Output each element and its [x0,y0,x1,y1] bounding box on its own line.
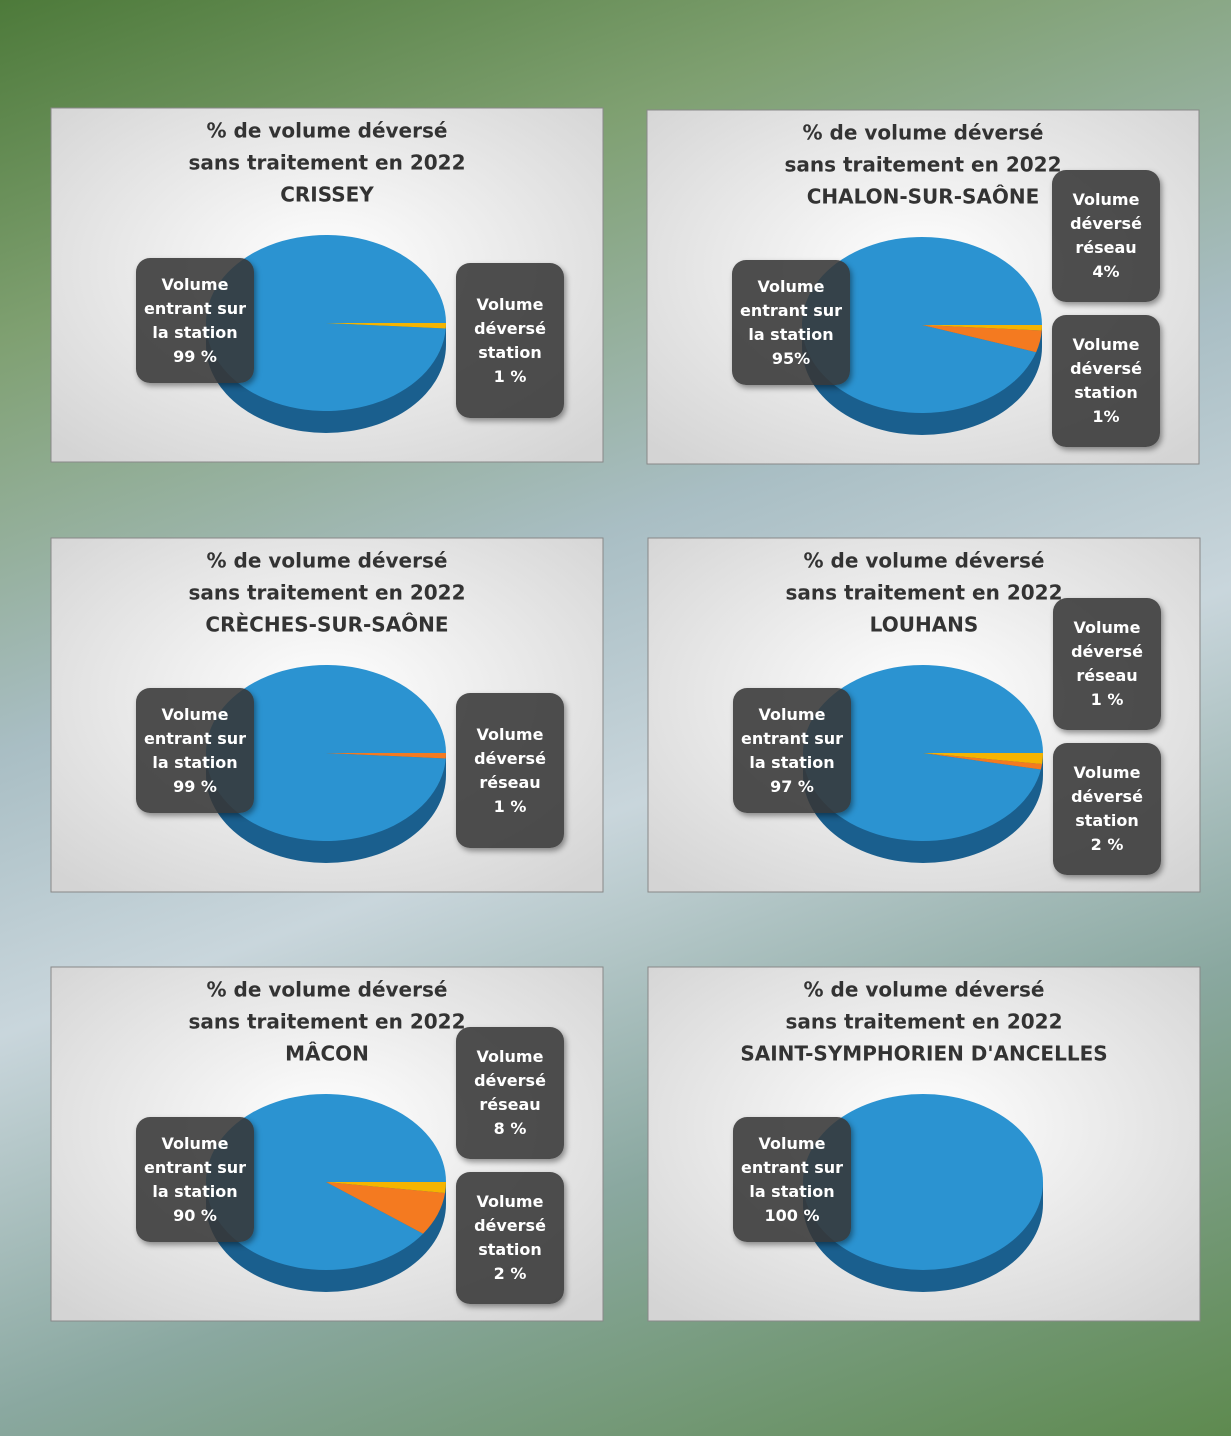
data-callout: Volume entrant sur la station 97 % [733,688,851,813]
value-label: 99 % [173,776,217,796]
category-label: Volume déversé réseau [474,724,546,792]
category-label: Volume déversé station [474,294,546,362]
chart-title: CRÈCHES-SUR-SAÔNE [205,613,448,637]
chart-title: LOUHANS [870,613,979,637]
value-label: 2 % [1090,835,1124,854]
pie-slice [803,665,1043,842]
category-label: Volume entrant sur la station [741,704,843,772]
pie-slice [922,325,1042,353]
category-label: Volume déversé réseau [1070,190,1142,257]
data-callout: Volume déversé station 1% [1052,315,1160,447]
chart-title: sans traitement en 2022 [785,1010,1062,1034]
data-callout: Volume déversé réseau 1 % [1053,598,1161,730]
category-label: Volume déversé réseau [474,1047,546,1114]
data-callout: Volume déversé station 2 % [456,1172,564,1304]
pie-slice [801,237,1042,414]
data-callout: Volume entrant sur la station 100 % [733,1117,851,1242]
chart-title: sans traitement en 2022 [188,151,465,175]
pie-slice [326,753,446,759]
chart-title: % de volume déversé [804,978,1045,1002]
chart-title: CHALON-SUR-SAÔNE [807,185,1040,209]
value-label: 1 % [493,366,527,386]
category-label: Volume déversé station [1070,335,1142,402]
chart-title: % de volume déversé [804,549,1045,573]
category-label: Volume déversé station [1071,763,1143,830]
value-label: 4% [1092,262,1120,281]
data-callout: Volume entrant sur la station 99 % [136,688,254,813]
chart-title: % de volume déversé [207,978,448,1002]
pie-slice [326,1182,446,1234]
pie-slice [923,753,1043,770]
chart-title: % de volume déversé [207,119,448,143]
pie-slice [206,234,447,411]
category-label: Volume entrant sur la station [144,274,246,342]
value-label: 2 % [493,1264,527,1283]
value-label: 1 % [1090,690,1124,709]
chart-title: sans traitement en 2022 [188,1010,465,1034]
value-label: 8 % [493,1119,527,1138]
category-label: Volume entrant sur la station [740,276,842,344]
pie-slice [923,753,1044,765]
chart-title: % de volume déversé [803,121,1044,145]
value-label: 95% [771,348,811,368]
category-label: Volume entrant sur la station [144,704,246,772]
pie-slice [206,664,447,841]
chart-title: % de volume déversé [207,549,448,573]
chart-title: MÂCON [285,1042,369,1066]
chart-title: sans traitement en 2022 [785,581,1062,605]
data-callout: Volume déversé station 2 % [1053,743,1161,875]
category-label: Volume déversé réseau [1071,618,1143,685]
value-label: 99 % [173,346,217,366]
pie-slice [922,325,1042,331]
chart-title: CRISSEY [280,183,374,207]
data-callout: Volume déversé station 1 % [456,263,564,418]
pie-slice [326,1182,446,1194]
category-label: Volume entrant sur la station [144,1133,246,1201]
pie-slice [326,323,446,329]
data-callout: Volume déversé réseau 1 % [456,693,564,848]
data-callout: Volume entrant sur la station 90 % [136,1117,254,1242]
category-label: Volume déversé station [474,1192,546,1259]
value-label: 97 % [770,776,814,796]
value-label: 1% [1092,407,1120,426]
chart-title: sans traitement en 2022 [784,153,1061,177]
chart-title: SAINT-SYMPHORIEN D'ANCELLES [740,1042,1107,1066]
pie-slice [803,1094,1043,1270]
data-callout: Volume déversé réseau 8 % [456,1027,564,1159]
chart-title: sans traitement en 2022 [188,581,465,605]
data-callout: Volume déversé réseau 4% [1052,170,1160,302]
value-label: 90 % [173,1205,217,1225]
data-callout: Volume entrant sur la station 95% [732,260,850,385]
category-label: Volume entrant sur la station [741,1133,843,1201]
data-callout: Volume entrant sur la station 99 % [136,258,254,383]
value-label: 1 % [493,796,527,816]
value-label: 100 % [764,1205,820,1225]
